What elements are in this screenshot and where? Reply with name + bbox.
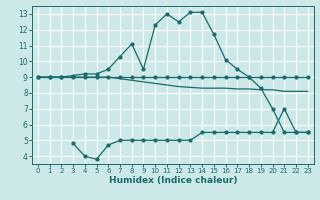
X-axis label: Humidex (Indice chaleur): Humidex (Indice chaleur) [108, 176, 237, 185]
